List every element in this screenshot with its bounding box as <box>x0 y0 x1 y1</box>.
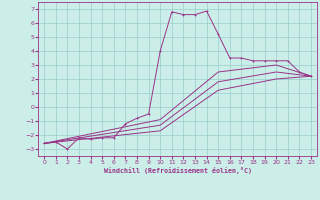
X-axis label: Windchill (Refroidissement éolien,°C): Windchill (Refroidissement éolien,°C) <box>104 167 252 174</box>
